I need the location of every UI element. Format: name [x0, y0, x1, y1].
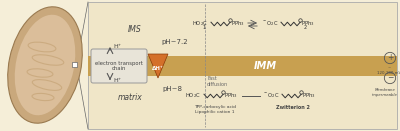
Text: $\mathregular{^-O_2C}$: $\mathregular{^-O_2C}$ [262, 20, 279, 28]
Text: ΔH⁺: ΔH⁺ [152, 66, 164, 70]
Text: H⁺: H⁺ [113, 45, 121, 50]
Text: pH~8: pH~8 [162, 86, 182, 92]
Text: TPP-carboxylic acid
Lipophilic cation 1: TPP-carboxylic acid Lipophilic cation 1 [194, 105, 236, 114]
Text: Zwitterion 2: Zwitterion 2 [276, 105, 310, 110]
Text: 1: 1 [202, 25, 206, 30]
Text: IMM: IMM [254, 61, 276, 71]
Bar [88, 2, 397, 129]
Text: $\mathregular{HO_2C}$: $\mathregular{HO_2C}$ [192, 20, 208, 28]
Text: $\mathregular{HO_2C}$: $\mathregular{HO_2C}$ [185, 92, 201, 100]
Text: pH~7.2: pH~7.2 [162, 39, 188, 45]
FancyBboxPatch shape [91, 49, 147, 83]
Text: $\mathregular{PPh_3}$: $\mathregular{PPh_3}$ [302, 92, 316, 100]
Text: $\mathregular{PPh_3}$: $\mathregular{PPh_3}$ [231, 20, 245, 28]
Text: +: + [387, 53, 393, 62]
Ellipse shape [15, 15, 75, 115]
Text: matrix: matrix [118, 94, 142, 102]
Text: $\mathregular{PPh_3}$: $\mathregular{PPh_3}$ [301, 20, 315, 28]
Text: ~
120-180 mV: ~ 120-180 mV [377, 66, 400, 75]
Text: 2: 2 [304, 25, 306, 30]
Polygon shape [148, 54, 168, 78]
Text: IMS: IMS [128, 26, 142, 34]
Text: electron transport
chain: electron transport chain [95, 61, 143, 71]
Text: $\mathregular{PPh_3}$: $\mathregular{PPh_3}$ [224, 92, 238, 100]
Bar [72, 62, 77, 67]
Text: $\mathregular{^-O_2C}$: $\mathregular{^-O_2C}$ [263, 92, 280, 100]
Ellipse shape [8, 7, 82, 123]
Text: −: − [387, 73, 393, 83]
Text: Fast
diffusion: Fast diffusion [207, 76, 228, 87]
Bar [88, 56, 397, 76]
Text: H⁺: H⁺ [113, 78, 121, 83]
Text: Membrane
impermeable: Membrane impermeable [372, 88, 398, 97]
